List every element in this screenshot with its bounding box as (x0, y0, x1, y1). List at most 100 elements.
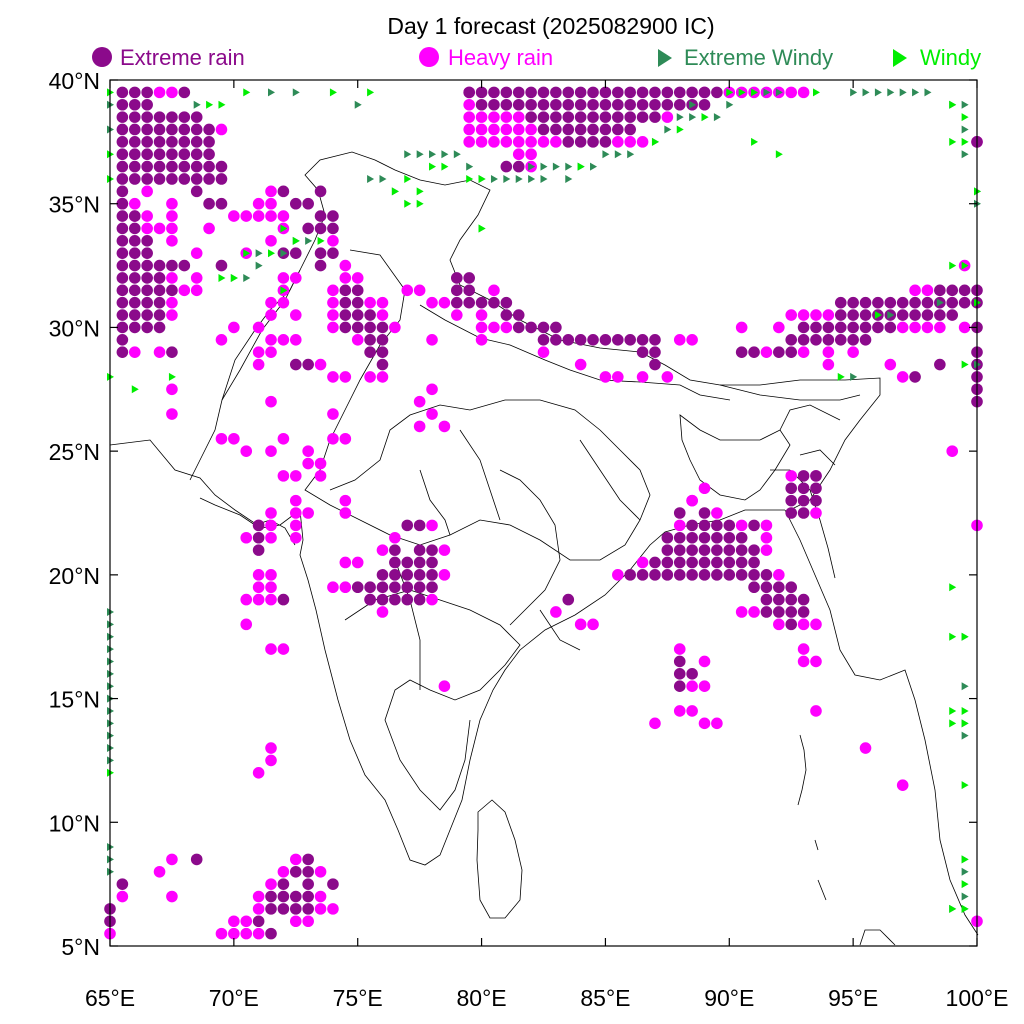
extreme-rain-marker (574, 136, 587, 148)
heavy-rain-marker (921, 284, 934, 297)
extreme-rain-marker (351, 581, 364, 594)
legend-label: Heavy rain (448, 45, 553, 70)
heavy-rain-marker (475, 123, 488, 136)
extreme-rain-marker (661, 98, 674, 111)
extreme-rain-marker (351, 309, 364, 321)
extreme-rain-marker (748, 569, 760, 581)
andaman-islands (797, 734, 827, 901)
extreme-rain-marker (673, 544, 686, 556)
heavy-rain-marker (426, 334, 438, 346)
heavy-rain-marker (252, 210, 265, 222)
extreme-rain-marker (612, 334, 624, 346)
state-borders-1 (304, 249, 651, 561)
heavy-rain-marker (252, 767, 265, 779)
extreme-rain-marker (153, 160, 166, 173)
heavy-rain-marker (289, 519, 302, 532)
extreme-rain-marker (587, 111, 599, 123)
windy-marker (949, 137, 957, 146)
extreme-rain-marker (413, 569, 426, 581)
extreme-rain-marker (128, 148, 141, 161)
extreme-rain-marker (302, 878, 314, 890)
extreme-rain-marker (612, 86, 624, 99)
extreme-windy-marker (305, 236, 313, 245)
extreme-rain-marker (401, 593, 414, 606)
extreme-rain-marker (116, 247, 129, 259)
heavy-rain-marker (351, 556, 364, 569)
extreme-rain-marker (128, 235, 141, 247)
windy-marker (961, 632, 969, 641)
heavy-rain-marker (612, 136, 624, 148)
extreme-rain-marker (859, 309, 872, 321)
extreme-rain-marker (426, 569, 438, 581)
heavy-rain-marker (673, 643, 686, 655)
extreme-rain-marker (153, 148, 166, 161)
heavy-rain-marker (413, 284, 426, 297)
heavy-rain-marker (822, 309, 835, 321)
extreme-rain-marker (711, 569, 723, 581)
extreme-rain-marker (711, 519, 723, 532)
extreme-rain-marker (389, 593, 401, 606)
extreme-rain-marker (785, 482, 798, 495)
heavy-rain-marker (773, 618, 785, 631)
heavy-rain-marker (166, 309, 178, 321)
extreme-rain-marker (599, 334, 612, 346)
heavy-rain-marker (698, 717, 711, 730)
extreme-rain-marker (401, 519, 414, 532)
extreme-rain-marker (810, 334, 822, 346)
extreme-rain-marker (116, 878, 129, 890)
extreme-rain-marker (128, 272, 141, 284)
extreme-rain-marker (376, 569, 389, 581)
heavy-rain-marker (153, 86, 166, 99)
extreme-rain-marker (574, 98, 587, 111)
heavy-rain-marker (190, 272, 203, 284)
extreme-rain-marker (389, 569, 401, 581)
extreme-rain-marker (116, 197, 129, 210)
extreme-rain-marker (958, 296, 971, 309)
india-border-north (221, 151, 881, 511)
extreme-rain-marker (376, 593, 389, 606)
extreme-windy-marker (924, 88, 932, 97)
heavy-rain-marker (636, 556, 649, 569)
extreme-rain-marker (327, 247, 339, 259)
extreme-rain-marker (673, 531, 686, 544)
extreme-windy-marker (713, 113, 721, 122)
extreme-rain-marker (153, 123, 166, 136)
extreme-rain-marker (203, 123, 215, 136)
extreme-rain-marker (376, 346, 389, 358)
heavy-rain-marker (265, 334, 277, 346)
extreme-windy-marker (292, 88, 300, 97)
heavy-rain-marker (475, 309, 488, 321)
extreme-windy-marker (763, 88, 771, 97)
extreme-rain-marker (735, 569, 748, 581)
extreme-rain-marker (525, 98, 537, 111)
windy-marker (949, 719, 957, 728)
extreme-rain-marker (128, 210, 141, 222)
extreme-rain-marker (834, 334, 847, 346)
heavy-rain-marker (339, 432, 352, 445)
extreme-windy-marker (528, 162, 536, 171)
extreme-rain-marker (351, 321, 364, 334)
extreme-rain-marker (587, 334, 599, 346)
extreme-rain-marker (277, 878, 290, 890)
extreme-rain-marker (562, 98, 575, 111)
extreme-rain-marker (587, 123, 599, 136)
heavy-rain-marker (512, 111, 525, 123)
heavy-rain-marker (735, 321, 748, 334)
windy-marker (961, 855, 969, 864)
extreme-rain-marker (537, 86, 550, 99)
extreme-rain-marker (190, 160, 203, 173)
extreme-rain-marker (451, 296, 463, 309)
extreme-rain-marker (252, 531, 265, 544)
heavy-rain-marker (785, 309, 798, 321)
extreme-rain-marker (822, 321, 835, 334)
heavy-rain-marker (500, 123, 513, 136)
extreme-rain-marker (574, 86, 587, 99)
extreme-rain-marker (748, 556, 760, 569)
heavy-rain-marker (525, 148, 537, 161)
extreme-rain-marker (141, 247, 153, 259)
extreme-rain-marker (673, 680, 686, 692)
nepal-bhutan-border (419, 304, 731, 401)
extreme-rain-marker (909, 371, 921, 383)
extreme-rain-marker (351, 284, 364, 297)
extreme-rain-marker (649, 98, 661, 111)
